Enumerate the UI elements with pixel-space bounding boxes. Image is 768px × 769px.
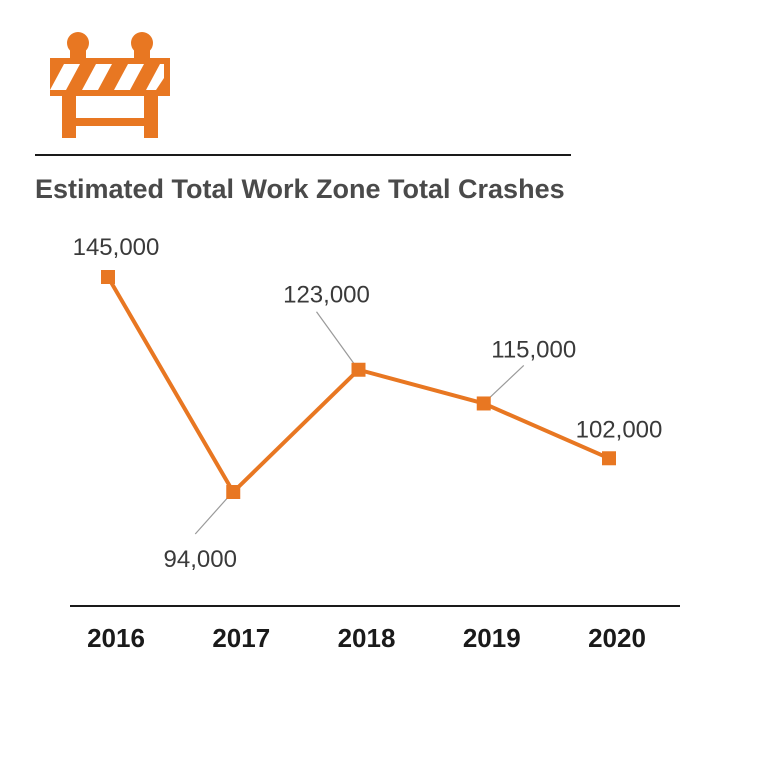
x-tick-2020: 2020 xyxy=(588,623,646,653)
data-label-2018: 123,000 xyxy=(283,282,370,309)
leader-line-2019 xyxy=(487,365,525,400)
data-labels: 145,000 94,000 123,000 115,000 102,000 xyxy=(73,234,663,573)
road-barricade-icon xyxy=(50,32,170,138)
markers xyxy=(101,270,616,499)
leader-line-2018 xyxy=(316,311,356,367)
x-tick-2017: 2017 xyxy=(212,623,270,653)
data-label-2019: 115,000 xyxy=(491,336,576,363)
leader-line-2017 xyxy=(194,496,229,535)
x-tick-2019: 2019 xyxy=(463,623,521,653)
marker-2018 xyxy=(351,362,366,377)
x-tick-2016: 2016 xyxy=(87,623,145,653)
leader-lines xyxy=(194,311,525,535)
chart-title: Estimated Total Work Zone Total Crashes xyxy=(35,174,565,204)
x-tick-2018: 2018 xyxy=(338,623,396,653)
marker-2016 xyxy=(101,270,115,284)
marker-2019 xyxy=(476,396,491,411)
data-label-2017: 94,000 xyxy=(164,546,237,573)
data-label-2016: 145,000 xyxy=(73,234,160,261)
marker-2020 xyxy=(602,451,616,466)
data-label-2020: 102,000 xyxy=(576,416,663,443)
marker-2017 xyxy=(226,485,241,499)
x-tick-labels: 2016 2017 2018 2019 2020 xyxy=(87,623,646,653)
series-line xyxy=(106,275,610,494)
